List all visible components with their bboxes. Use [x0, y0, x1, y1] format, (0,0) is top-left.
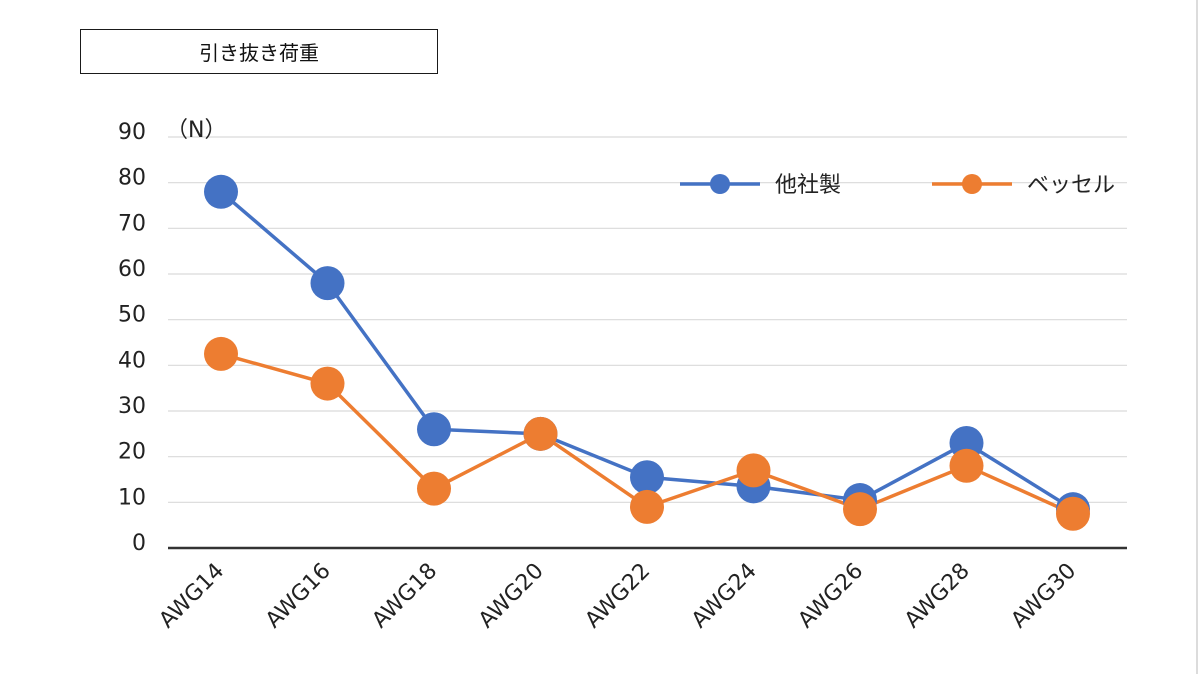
y-tick-label: 10 — [118, 485, 146, 510]
series-2-point-AWG24 — [736, 453, 771, 488]
y-tick-label: 60 — [118, 257, 146, 282]
legend: 他社製 ベッセル — [680, 173, 1115, 198]
x-tick-label: AWG28 — [900, 559, 975, 634]
x-tick-label: AWG20 — [474, 559, 549, 634]
legend-marker-1 — [710, 174, 730, 194]
x-tick-label: AWG30 — [1007, 559, 1082, 634]
y-axis-unit: （N） — [166, 118, 226, 143]
chart-title: 引き抜き荷重 — [80, 29, 438, 74]
series-2-point-AWG28 — [949, 448, 984, 483]
y-tick-label: 0 — [132, 531, 146, 556]
series-2-point-AWG22 — [630, 489, 664, 524]
x-tick-label: AWG18 — [368, 559, 443, 634]
x-tick-label: AWG16 — [261, 559, 336, 634]
x-tick-label: AWG24 — [687, 559, 762, 634]
legend-marker-2 — [962, 174, 982, 194]
y-axis-ticks: 0 10 20 30 40 50 60 70 80 90 — [118, 120, 146, 556]
series-1-point-AWG18 — [417, 412, 451, 447]
x-tick-label: AWG26 — [794, 559, 869, 634]
series-2-point-AWG26 — [843, 492, 877, 527]
y-tick-label: 20 — [118, 440, 146, 465]
series-1-point-AWG22 — [630, 460, 664, 495]
gridlines — [168, 136, 1127, 503]
series-2-point-AWG20 — [523, 416, 558, 451]
y-tick-label: 70 — [118, 211, 146, 236]
x-tick-label: AWG14 — [155, 559, 230, 634]
x-axis-ticks: AWG14 AWG16 AWG18 AWG20 AWG22 AWG24 AWG26 AWG28… — [155, 559, 1082, 634]
series-group — [204, 174, 1090, 531]
series-2-point-AWG30 — [1056, 496, 1090, 531]
x-tick-label: AWG22 — [581, 559, 656, 634]
legend-label-1: 他社製 — [775, 173, 841, 198]
legend-label-2: ベッセル — [1027, 173, 1115, 198]
series-2-point-AWG16 — [310, 366, 345, 401]
y-tick-label: 50 — [118, 303, 146, 328]
y-tick-label: 90 — [118, 120, 146, 145]
series-1-point-AWG16 — [310, 266, 345, 301]
y-tick-label: 40 — [118, 348, 146, 373]
y-tick-label: 30 — [118, 394, 146, 419]
page-right-border — [1196, 0, 1198, 674]
series-2-point-AWG14 — [204, 336, 238, 371]
series-1-point-AWG14 — [204, 174, 238, 209]
y-tick-label: 80 — [118, 166, 146, 191]
series-2-point-AWG18 — [417, 471, 451, 506]
